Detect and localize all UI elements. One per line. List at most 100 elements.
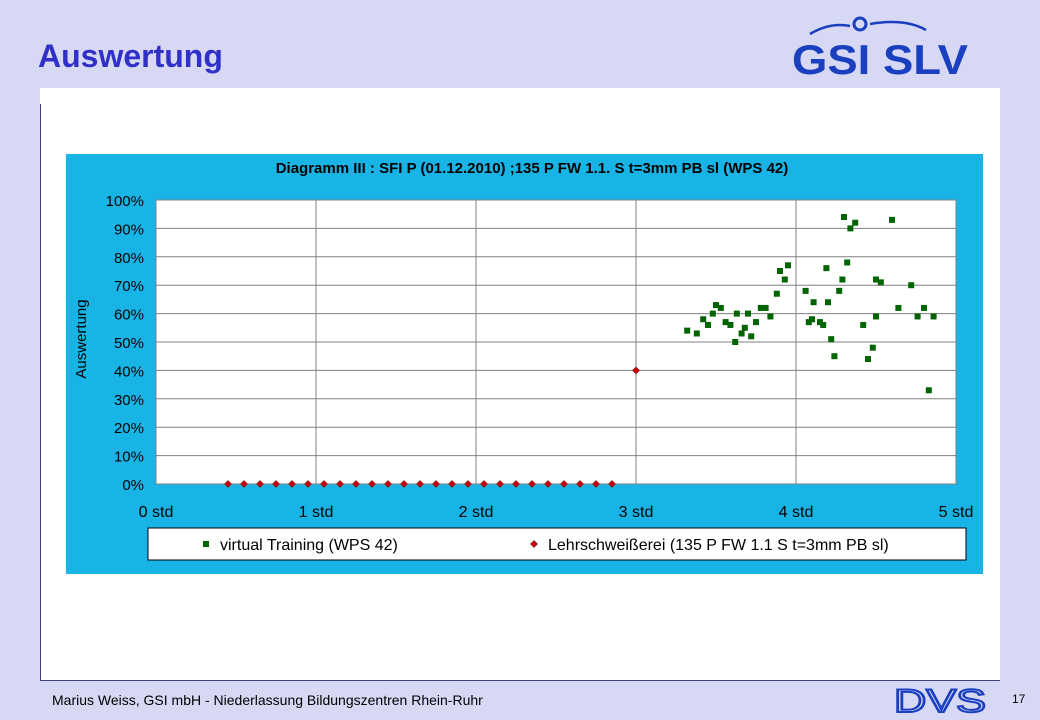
data-point — [700, 316, 707, 323]
data-point — [930, 313, 937, 320]
legend-marker — [203, 541, 209, 547]
data-point — [727, 321, 734, 328]
legend-label: virtual Training (WPS 42) — [220, 537, 398, 554]
data-point — [914, 313, 921, 320]
data-point — [823, 265, 830, 272]
data-point — [512, 480, 520, 488]
x-tick-label: 5 std — [939, 504, 974, 521]
y-axis-label: Auswertung — [73, 299, 90, 378]
data-point — [288, 480, 296, 488]
data-point — [336, 480, 344, 488]
data-point — [709, 310, 716, 317]
data-point — [608, 480, 616, 488]
footer-text: Marius Weiss, GSI mbH - Niederlassung Bi… — [52, 692, 483, 708]
data-point — [925, 387, 932, 394]
y-tick-label: 60% — [114, 307, 144, 324]
y-tick-label: 40% — [114, 363, 144, 380]
logo-swoosh-icon — [809, 16, 927, 36]
legend-label: Lehrschweißerei (135 P FW 1.1 S t=3mm PB… — [548, 537, 889, 554]
data-point — [256, 480, 264, 488]
data-point — [684, 327, 691, 334]
grid-lines — [155, 199, 957, 485]
data-point — [802, 287, 809, 294]
legend: virtual Training (WPS 42) Lehrschweißerei… — [203, 537, 889, 554]
gsi-slv-logo: GSI SLV — [792, 16, 968, 80]
y-tick-label: 30% — [114, 392, 144, 409]
data-point — [777, 268, 783, 274]
chart-title: Diagramm III : SFI P (01.12.2010) ;135 P… — [276, 160, 789, 177]
data-point — [831, 353, 838, 360]
data-point — [860, 321, 867, 328]
data-point — [480, 480, 488, 488]
y-tick-label: 20% — [114, 420, 144, 437]
data-point — [895, 304, 902, 311]
y-tick-label: 90% — [114, 221, 144, 238]
data-point — [416, 480, 424, 488]
data-point — [873, 276, 879, 283]
data-point — [722, 319, 729, 326]
data-point — [240, 480, 248, 488]
data-point — [873, 313, 879, 320]
data-point — [745, 310, 751, 317]
data-point — [693, 330, 700, 337]
data-point — [889, 216, 895, 223]
data-point — [352, 480, 360, 488]
data-point — [384, 480, 392, 488]
data-point — [908, 282, 915, 289]
x-tick-label: 4 std — [779, 504, 814, 521]
data-point — [753, 319, 759, 326]
data-point — [705, 321, 711, 328]
data-point — [528, 480, 536, 488]
data-point — [713, 302, 719, 309]
data-point — [717, 304, 724, 311]
data-point — [817, 319, 823, 326]
data-point — [432, 480, 440, 488]
x-tick-label: 3 std — [619, 504, 654, 521]
series-virtual-training — [684, 214, 937, 394]
content-divider-bottom — [40, 680, 1000, 681]
y-tick-label: 80% — [114, 250, 144, 267]
data-point — [767, 313, 774, 320]
data-point — [805, 319, 812, 326]
y-tick-label: 100% — [106, 193, 144, 210]
data-point — [544, 480, 552, 488]
data-point — [464, 480, 472, 488]
dvs-logo: DVS — [893, 684, 987, 716]
data-point — [921, 304, 927, 311]
data-point — [844, 259, 851, 266]
data-point — [820, 321, 827, 328]
data-point — [809, 316, 815, 323]
x-tick-labels: 0 std 1 std 2 std 3 std 4 std 5 std — [139, 504, 974, 521]
data-point — [877, 279, 884, 286]
data-point — [785, 262, 791, 269]
data-point — [852, 219, 859, 226]
data-point — [738, 330, 745, 337]
data-point — [496, 480, 504, 488]
y-tick-label: 70% — [114, 278, 144, 295]
data-point — [592, 480, 600, 488]
data-point — [560, 480, 568, 488]
data-point — [781, 276, 788, 283]
data-point — [847, 225, 854, 232]
y-tick-label: 10% — [114, 449, 144, 466]
data-point — [773, 290, 780, 297]
data-point — [272, 480, 280, 488]
data-point — [757, 304, 764, 311]
logo-gsi-text: GSI SLV — [792, 36, 968, 80]
data-point — [304, 480, 312, 488]
scatter-chart: Diagramm III : SFI P (01.12.2010) ;135 P… — [66, 154, 983, 574]
page-number: 17 — [1012, 692, 1026, 706]
data-point — [632, 366, 640, 375]
data-point — [320, 480, 328, 488]
y-tick-label: 50% — [114, 335, 144, 352]
data-point — [741, 324, 748, 331]
slide-title: Auswertung — [38, 38, 223, 74]
y-tick-label: 0% — [122, 477, 144, 494]
legend-marker — [530, 540, 538, 548]
data-point — [810, 299, 817, 306]
data-point — [576, 480, 584, 488]
data-point — [733, 310, 740, 317]
data-point — [762, 304, 769, 311]
legend-box — [147, 527, 967, 561]
data-point — [368, 480, 376, 488]
